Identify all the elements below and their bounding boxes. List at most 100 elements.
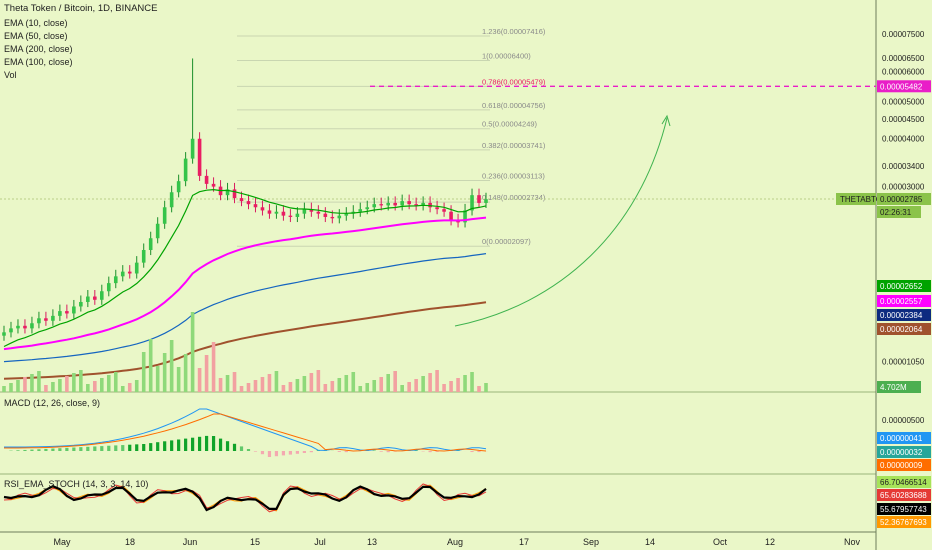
time-tick-label: 18 [125,537,135,547]
time-tick-label: Sep [583,537,599,547]
rsi-ema-line [3,483,487,513]
volume-bar [400,385,404,392]
candle-body [379,204,384,206]
fib-level-label: 0.236(0.00003113) [482,171,545,180]
candle-body [127,271,132,274]
volume-bar [302,376,307,392]
time-tick-label: Aug [447,537,463,547]
ema-value-tag: 0.00002557 [877,295,931,307]
candle-body [23,325,27,329]
volume-bar [79,370,83,392]
rsi-value-tag: 52.36767693 [877,516,931,528]
volume-bar [99,378,104,392]
macd-histogram-bar [232,443,237,451]
volume-bar [2,386,6,392]
volume-bar [274,371,279,392]
macd-histogram-bar [114,445,118,451]
candle-body [274,211,279,214]
svg-text:0.00002557: 0.00002557 [880,297,923,306]
volume-bar [197,368,202,392]
candle-body [295,213,300,217]
candle-body [267,210,272,214]
volume-bar [484,383,488,392]
macd-histogram-bar [344,451,348,453]
candle-body [281,211,286,216]
candle-body [148,238,153,250]
macd-histogram-bar [135,444,139,451]
candle-body [365,207,370,210]
candle-body [449,211,453,221]
price-tick-label: 0.00005000 [882,98,925,107]
macd-histogram-bar [337,451,341,452]
macd-histogram-bar [274,451,279,457]
svg-text:0.00002384: 0.00002384 [880,311,923,320]
candle-body [477,195,481,203]
volume-bar [30,374,34,392]
candle-body [393,202,397,206]
volume-bar [127,383,132,392]
volume-bar [239,386,244,392]
volume-value-tag: 4.702M [877,381,921,393]
macd-histogram-bar [121,445,125,451]
candle-body [316,211,321,214]
candle-body [197,138,202,176]
fib-level-label: 0.382(0.00003741) [482,141,546,150]
rsi-value-tag: 55.67957743 [877,503,931,515]
time-tick-label: Nov [844,537,861,547]
volume-bar [337,378,342,392]
macd-histogram-bar [295,451,299,454]
candle-body [470,195,474,211]
candle-body [141,249,146,263]
price-tick-label: 0.00001050 [882,357,925,366]
candle-body [44,318,48,321]
candle-body [79,301,83,307]
volume-bar [113,372,118,392]
svg-text:0.00000009: 0.00000009 [880,461,923,470]
macd-histogram-bar [302,451,306,453]
target-price-tag: 0.00005482 [877,80,931,93]
volume-bar [246,383,251,392]
fib-level-label: 0(0.00002097) [482,237,531,246]
candle-body [162,207,167,224]
volume-bar [65,376,69,392]
fib-level-label: 0.5(0.00004249) [482,120,538,129]
fib-level-label: 1(0.00006400) [482,52,531,61]
macd-histogram-bar [267,451,272,457]
volume-bar [386,374,391,392]
candle-body [232,189,237,199]
macd-histogram-bar [30,449,34,451]
volume-bar [44,385,48,392]
volume-bar [435,370,439,392]
macd-histogram-bar [309,451,313,453]
ema-100-line [3,253,487,363]
volume-bar [358,386,363,392]
fib-level-label: 1.236(0.00007416) [482,27,546,36]
price-tick-label: 0.00007500 [882,30,925,39]
ema-value-tag: 0.00002384 [877,309,931,321]
volume-bar [288,382,293,392]
volume-bar [414,379,418,392]
volume-bar [407,382,411,392]
macd-histogram-bar [128,444,132,451]
time-tick-label: Jul [314,537,326,547]
macd-histogram-bar [184,438,188,451]
volume-bar [225,375,230,392]
macd-group [9,435,488,457]
macd-histogram-bar [93,446,97,451]
candle-body [442,209,446,212]
volume-bar [456,378,460,392]
symbol-title: Theta Token / Bitcoin, 1D, BINANCE [4,3,158,14]
volume-bar [93,381,97,392]
volume-bar [267,374,272,392]
symbol-tag-text: THETABTC [840,195,882,204]
volume-bar [162,353,167,392]
volume-bar [330,381,335,392]
time-tick-label: 14 [645,537,655,547]
candle-body [86,296,90,302]
time-tick-label: May [53,537,71,547]
macd-value-tag: 0.00000032 [877,446,931,458]
volume-bar [16,380,20,392]
fib-level-label: 0.618(0.00004756) [482,101,546,110]
volume-bar [218,378,223,392]
